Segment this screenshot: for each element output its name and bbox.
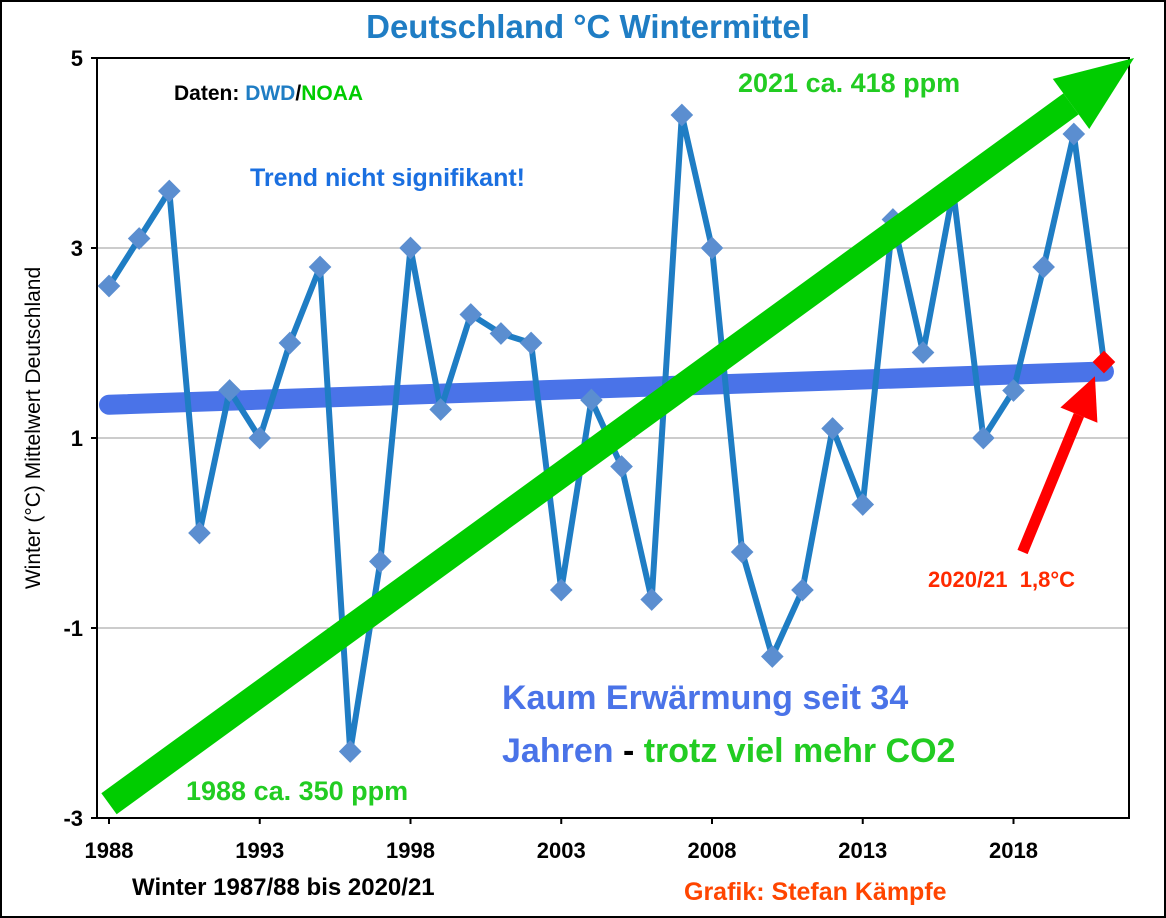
data-point — [670, 103, 694, 127]
x-tick-label: 2003 — [537, 838, 586, 863]
co2-arrow-shaft — [101, 93, 1079, 815]
credit-label: Grafik: Stefan Kämpfe — [684, 878, 947, 906]
data-point — [610, 455, 633, 478]
data-point — [972, 426, 995, 450]
x-tick-label: 1988 — [85, 838, 134, 863]
headline-line-1: Kaum Erwärmung seit 34 — [502, 679, 908, 717]
data-point — [1032, 255, 1055, 279]
headline-2-co2: trotz viel mehr CO2 — [644, 732, 956, 770]
x-tick-label: 2013 — [838, 838, 887, 863]
data-point-highlight — [1092, 350, 1116, 374]
data-point — [489, 322, 513, 345]
data-point — [278, 331, 302, 355]
x-tick-label: 1993 — [235, 838, 284, 863]
highlight-arrow-head — [1060, 376, 1098, 423]
data-point — [821, 417, 844, 440]
data-point — [459, 303, 483, 326]
data-point — [1062, 122, 1086, 146]
y-tick-label: -1 — [63, 616, 83, 641]
data-point — [429, 398, 452, 421]
y-tick-label: -3 — [63, 806, 83, 831]
data-point — [760, 645, 784, 668]
chart-title: Deutschland °C Wintermittel — [366, 8, 810, 45]
data-source-prefix: Daten: — [174, 82, 245, 105]
data-point — [399, 236, 422, 260]
data-point — [580, 388, 603, 412]
data-source-sep: / — [295, 82, 301, 105]
co2-2021-label: 2021 ca. 418 ppm — [738, 68, 960, 98]
winter-value-label: 2020/21 1,8°C — [928, 567, 1075, 592]
series-layer — [97, 103, 1116, 763]
data-source-noaa: NOAA — [301, 82, 363, 105]
headline-2-years: Jahren — [502, 732, 614, 770]
co2-arrow-head — [1052, 58, 1135, 129]
y-tick-label: 3 — [71, 236, 83, 261]
data-point — [519, 331, 543, 355]
data-point — [851, 493, 875, 516]
data-point — [97, 274, 121, 298]
y-axis-ticks: -3 -1 1 3 5 — [63, 46, 97, 831]
y-axis-label: Winter (°C) Mittelwert Deutschland — [22, 267, 45, 589]
data-point — [911, 341, 935, 364]
x-tick-label: 2018 — [989, 838, 1038, 863]
x-tick-label: 2008 — [688, 838, 737, 863]
data-point — [369, 550, 392, 573]
headline-line-2: Jahren - trotz viel mehr CO2 — [502, 732, 955, 770]
x-tick-label: 1998 — [386, 838, 435, 863]
data-point — [1002, 379, 1025, 402]
data-point — [791, 578, 814, 602]
data-point — [338, 740, 362, 763]
data-source-label: Daten: DWD/NOAA — [174, 82, 363, 105]
co2-1988-label: 1988 ca. 350 ppm — [186, 776, 408, 806]
overlay-layer — [101, 58, 1135, 815]
y-tick-label: 5 — [71, 46, 83, 71]
y-tick-label: 1 — [71, 426, 83, 451]
trend-line — [99, 361, 1114, 415]
x-axis-ticks: 1988 1993 1998 2003 2008 2013 2018 — [85, 818, 1038, 863]
highlight-arrow-shaft — [1017, 412, 1085, 555]
data-point — [730, 540, 754, 564]
data-point — [308, 255, 332, 279]
headline-2-dash: - — [614, 732, 644, 770]
data-source-dwd: DWD — [245, 82, 295, 105]
data-point — [188, 521, 211, 545]
data-point — [640, 588, 664, 611]
data-point — [700, 236, 724, 260]
x-axis-label: Winter 1987/88 bis 2020/21 — [132, 874, 435, 901]
trend-note: Trend nicht signifikant! — [250, 164, 525, 192]
data-point — [549, 578, 573, 602]
